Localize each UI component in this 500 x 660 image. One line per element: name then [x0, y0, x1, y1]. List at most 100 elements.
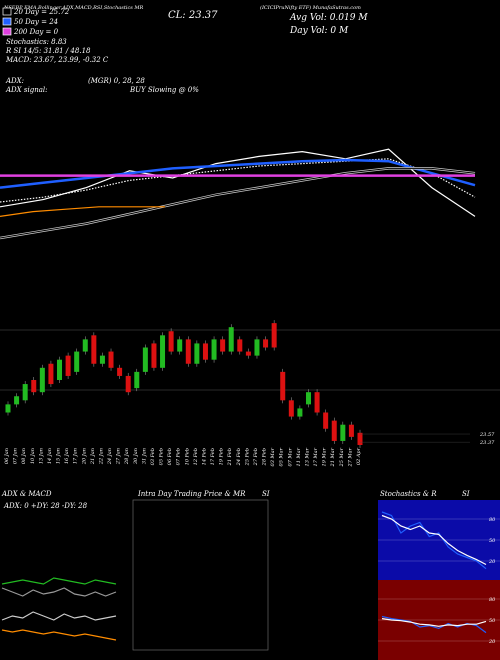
header-source: (ICICIPruNifty ETF) MunafaSutras.com — [260, 4, 361, 11]
adx-panel-title: ADX & MACD — [1, 490, 52, 498]
price-tick-label: 23.37 — [479, 440, 495, 446]
legend-swatch — [2, 27, 12, 36]
panel-tick-label: 50 — [489, 538, 496, 544]
candle — [245, 351, 251, 356]
date-label: 13 Jan — [38, 448, 44, 464]
candle — [160, 335, 166, 368]
date-label: 10 Jan — [30, 448, 36, 464]
candle — [271, 323, 277, 348]
date-label: 11 Mar — [296, 447, 302, 466]
panel-tick-label: 50 — [489, 618, 496, 624]
date-label: 07 Feb — [176, 448, 182, 465]
candle — [314, 392, 320, 413]
day-vol: Day Vol: 0 M — [289, 26, 349, 36]
date-label: 30 Jan — [133, 448, 139, 464]
candle — [117, 367, 123, 376]
indicator-line — [0, 148, 476, 217]
panel-tick-label: 80 — [489, 517, 496, 523]
date-label: 28 Jan — [124, 448, 130, 465]
candle — [211, 339, 217, 360]
candle — [108, 351, 114, 368]
indicator-line — [1, 629, 117, 641]
date-label: 31 Jan — [141, 448, 147, 464]
date-label: 17 Feb — [210, 448, 216, 465]
date-label: 03 Mar — [270, 447, 276, 466]
candle — [194, 343, 200, 364]
candle — [31, 380, 37, 393]
candle — [22, 384, 28, 401]
date-label: 28 Feb — [262, 448, 268, 466]
date-label: 21 Feb — [227, 448, 233, 466]
date-label: 27 Jan — [116, 448, 122, 465]
candle — [5, 404, 11, 413]
indicator-line — [0, 158, 476, 189]
adx-panel-label: ADX: 0 +DY: 28 -DY: 28 — [3, 502, 88, 510]
date-label: 08 Jan — [21, 448, 27, 464]
date-label: 24 Feb — [236, 448, 242, 466]
stat-text: R SI 14/5: 31.81 / 48.18 — [5, 47, 91, 55]
candle — [340, 424, 346, 441]
price-tick-label: 23.57 — [479, 432, 495, 438]
date-label: 06 Jan — [4, 448, 10, 464]
candle — [297, 408, 303, 417]
date-label: 17 Mar — [313, 447, 319, 466]
date-label: 19 Mar — [322, 447, 328, 466]
date-label: 05 Mar — [279, 447, 285, 466]
candle — [348, 424, 354, 437]
candle — [168, 331, 174, 352]
candle — [288, 400, 294, 417]
avg-vol: Avg Vol: 0.019 M — [289, 13, 368, 23]
indicator-line — [1, 611, 117, 621]
indicator-line — [1, 587, 117, 597]
panel-tick-label: 20 — [488, 559, 496, 565]
candle — [177, 339, 183, 352]
date-label: 27 Mar — [347, 447, 353, 467]
candle — [237, 339, 243, 352]
date-label: 13 Mar — [304, 447, 310, 466]
candle — [331, 420, 337, 441]
indicator-line — [0, 158, 476, 203]
indicator-line — [0, 206, 165, 217]
date-label: 24 Jan — [107, 448, 113, 465]
candle — [185, 339, 191, 364]
date-label: 14 Feb — [201, 448, 207, 465]
candle — [220, 339, 226, 352]
legend-swatch — [2, 17, 12, 26]
indicator-line — [381, 618, 487, 627]
date-label: 21 Mar — [330, 447, 336, 467]
date-label: 20 Jan — [81, 448, 87, 465]
intraday-title: Intra Day Trading Price & MR — [137, 490, 246, 498]
legend-text: 200 Day = 0 — [13, 28, 59, 36]
candle — [254, 339, 260, 356]
candle — [99, 355, 105, 364]
legend-text: 50 Day = 24 — [14, 18, 58, 26]
candle — [74, 351, 80, 372]
candle — [134, 371, 140, 389]
date-label: 14 Jan — [47, 448, 53, 464]
panel-tick-label: 80 — [489, 597, 496, 603]
candle — [39, 367, 45, 393]
adx-signal: ADX signal: — [5, 86, 47, 94]
mgr-label: (MGR) 0, 28, 28 — [88, 77, 145, 85]
header-title: NSEBP EMA,Bollinger,ADX,MACD,RSI,Stochas… — [3, 5, 144, 11]
date-label: 12 Feb — [193, 448, 199, 465]
date-label: 27 Feb — [253, 448, 259, 466]
intraday-panel — [132, 499, 269, 651]
candle — [65, 355, 71, 376]
candle — [305, 392, 311, 405]
date-label: 15 Jan — [56, 448, 62, 464]
candle — [14, 396, 20, 405]
date-label: 25 Feb — [244, 448, 250, 466]
candle — [263, 339, 269, 348]
date-label: 02 Apr — [356, 447, 362, 465]
date-label: 19 Feb — [219, 448, 225, 465]
candle — [142, 347, 148, 372]
stoch-title: Stochastics & R — [380, 490, 437, 498]
date-label: 22 Jan — [98, 448, 104, 465]
adx-label: ADX: — [5, 77, 24, 85]
legend-text: 20 Day = 25.72 — [13, 8, 70, 16]
date-label: 07 Jan — [13, 448, 19, 464]
date-label: 16 Jan — [64, 448, 70, 464]
date-label: 10 Feb — [184, 448, 190, 465]
